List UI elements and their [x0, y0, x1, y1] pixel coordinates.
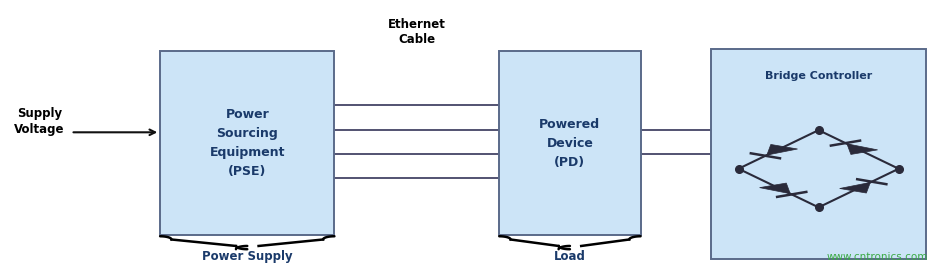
FancyBboxPatch shape [711, 49, 926, 259]
Text: Powered
Device
(PD): Powered Device (PD) [540, 118, 600, 168]
Text: Ethernet
Cable: Ethernet Cable [388, 18, 446, 46]
FancyBboxPatch shape [160, 51, 334, 235]
Text: Load: Load [554, 250, 586, 263]
Text: Supply
Voltage: Supply Voltage [14, 107, 65, 136]
FancyBboxPatch shape [499, 51, 641, 235]
Text: Power Supply: Power Supply [202, 250, 293, 263]
Polygon shape [759, 183, 790, 194]
Polygon shape [847, 144, 878, 154]
Text: Bridge Controller: Bridge Controller [765, 70, 872, 81]
Polygon shape [839, 183, 870, 193]
Polygon shape [767, 144, 798, 155]
Text: Power
Sourcing
Equipment
(PSE): Power Sourcing Equipment (PSE) [209, 108, 285, 178]
Text: www.cntronics.com: www.cntronics.com [826, 252, 928, 262]
